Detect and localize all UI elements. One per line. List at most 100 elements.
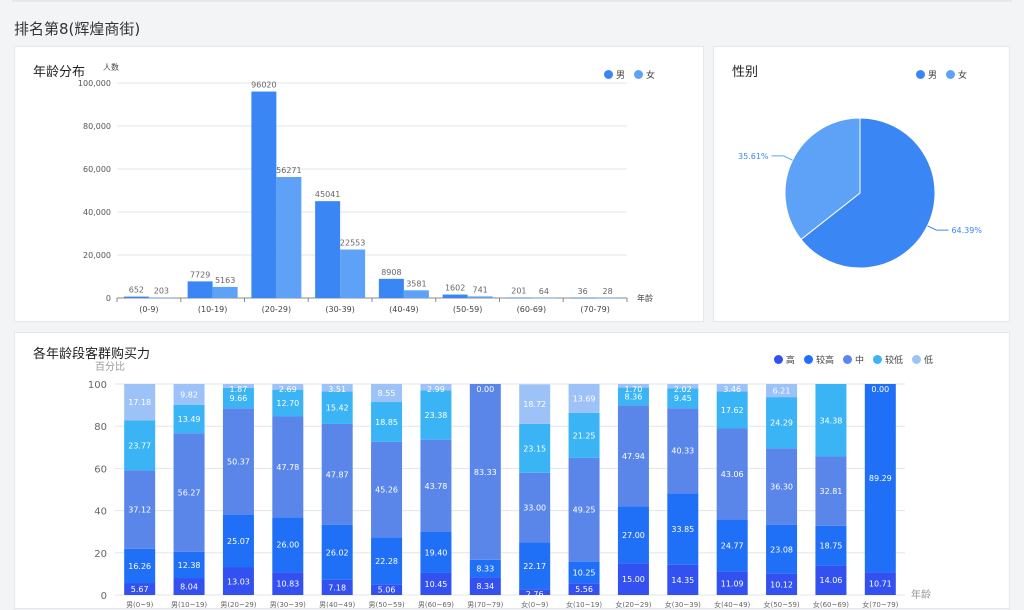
bar-value-label: 36 — [578, 287, 588, 296]
stacked-segment — [371, 584, 403, 595]
stacked-segment — [815, 384, 847, 457]
legend-male[interactable]: 男 — [915, 68, 937, 81]
stacked-segment — [321, 423, 353, 525]
segment-value-label: 10.12 — [770, 580, 793, 589]
legend-female-label: 女 — [957, 71, 967, 81]
bar-value-label: 652 — [129, 286, 144, 295]
segment-value-label: 33.00 — [523, 504, 546, 513]
segment-value-label: 1.70 — [625, 385, 643, 394]
stacked-segment — [766, 524, 798, 574]
y-tick-label: 0 — [106, 294, 111, 303]
x-tick-label: 女(60~69) — [813, 600, 849, 609]
x-tick-label: 男(0~9) — [126, 601, 154, 609]
segment-value-label: 13.03 — [227, 577, 250, 586]
x-axis-label: 年龄 — [637, 293, 653, 303]
bar-value-label: 28 — [603, 287, 613, 296]
stacked-segment — [667, 564, 699, 595]
bar-value-label: 1602 — [445, 284, 465, 293]
stacked-segment — [716, 428, 748, 520]
segment-value-label: 22.28 — [375, 557, 398, 566]
segment-value-label: 8.04 — [180, 583, 198, 592]
segment-value-label: 22.17 — [523, 562, 546, 571]
age-chart-legend[interactable]: 男 女 — [600, 68, 655, 81]
stacked-segment — [568, 561, 600, 584]
segment-value-label: 43.06 — [721, 470, 744, 479]
segment-value-label: 47.94 — [622, 452, 645, 461]
segment-value-label: 19.40 — [424, 548, 447, 557]
stacked-segment — [124, 470, 156, 549]
segment-value-label: 9.82 — [180, 390, 198, 399]
segment-value-label: 10.45 — [424, 580, 447, 589]
bar-female — [148, 297, 174, 299]
segment-value-label: 43.78 — [424, 482, 447, 491]
segment-value-label: 10.71 — [869, 580, 892, 589]
stacked-segment — [272, 389, 304, 417]
stacked-segment — [173, 404, 205, 434]
legend-fairly-high-swatch — [803, 355, 813, 364]
page-title: 排名第8(辉煌商街) — [14, 20, 141, 38]
segment-value-label: 2.99 — [427, 385, 445, 394]
legend-female-swatch — [945, 70, 955, 79]
bar-value-label: 64 — [539, 287, 549, 296]
bar-value-label: 203 — [154, 287, 169, 296]
segment-value-label: 16.26 — [128, 562, 151, 571]
legend-male[interactable]: 男 — [603, 68, 625, 81]
stacked-segment — [420, 390, 452, 440]
x-tick-label: (10-19) — [198, 305, 228, 314]
legend-female[interactable]: 女 — [633, 68, 655, 81]
segment-value-label: 37.12 — [128, 506, 151, 515]
legend-high-label: 高 — [785, 356, 795, 366]
stacked-segment — [617, 387, 649, 406]
stacked-segment — [222, 514, 254, 568]
bar-value-label: 8908 — [381, 268, 401, 277]
bar-female — [531, 297, 557, 299]
bar-value-label: 201 — [511, 287, 526, 296]
legend-low[interactable]: 低 — [911, 353, 933, 366]
x-tick-label: (0-9) — [139, 305, 158, 314]
segment-value-label: 26.00 — [276, 541, 299, 550]
stacked-segment — [617, 405, 649, 507]
bar-female — [467, 296, 493, 298]
bar-value-label: 5163 — [215, 276, 235, 285]
stacked-segment — [815, 456, 847, 526]
segment-value-label: 24.77 — [721, 541, 744, 550]
segment-value-label: 14.06 — [819, 576, 842, 585]
stacked-segment — [272, 384, 304, 390]
legend-male-swatch — [915, 70, 925, 79]
segment-value-label: 5.67 — [131, 585, 149, 594]
segment-value-label: 18.72 — [523, 400, 546, 409]
bar-value-label: 7729 — [190, 270, 210, 279]
legend-medium[interactable]: 中 — [842, 353, 864, 366]
segment-value-label: 13.69 — [573, 394, 596, 403]
legend-high[interactable]: 高 — [773, 353, 795, 366]
segment-value-label: 7.18 — [328, 583, 346, 592]
stacked-segment — [469, 577, 501, 595]
stacked-segment — [272, 572, 304, 595]
legend-fairly-high[interactable]: 较高 — [803, 353, 834, 366]
stacked-segment — [321, 384, 353, 392]
segment-value-label: 24.29 — [770, 419, 793, 428]
stacked-segment — [766, 384, 798, 398]
segment-value-label: 33.85 — [671, 525, 694, 534]
power-chart-title: 各年龄段客群购买力 — [33, 347, 151, 362]
x-tick-label: 男(40~49) — [319, 601, 355, 609]
legend-fairly-low[interactable]: 较低 — [872, 353, 903, 366]
segment-value-label: 8.36 — [625, 392, 643, 401]
bar-male — [570, 297, 596, 299]
segment-value-label: 10.83 — [276, 580, 299, 589]
bar-male — [378, 278, 404, 298]
stacked-segment — [519, 472, 551, 543]
y-tick-label: 20,000 — [83, 251, 111, 260]
y-tick-label: 40,000 — [83, 208, 111, 217]
y-tick-label: 20 — [94, 549, 107, 560]
segment-value-label: 23.08 — [770, 545, 793, 554]
stacked-segment — [420, 572, 452, 595]
gender-chart-legend[interactable]: 男 女 — [912, 68, 967, 81]
stacked-segment — [519, 542, 551, 590]
legend-female[interactable]: 女 — [945, 68, 967, 81]
segment-value-label: 15.00 — [622, 575, 645, 584]
power-chart-legend[interactable]: 高 较高 中 较低 低 — [770, 353, 933, 366]
x-tick-label: 女(0~9) — [521, 600, 549, 609]
y-tick-label: 40 — [94, 507, 107, 518]
stacked-segment — [864, 572, 896, 595]
